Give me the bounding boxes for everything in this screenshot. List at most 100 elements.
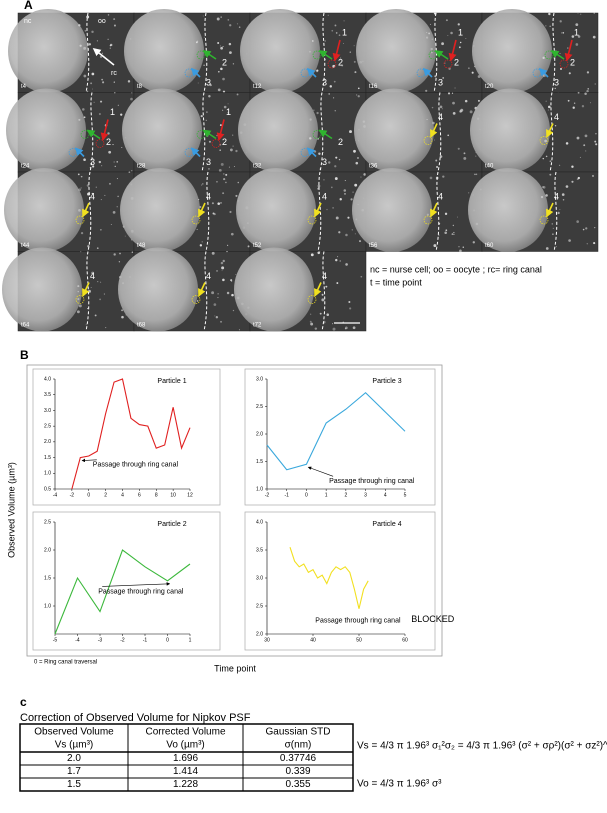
arrow: [430, 123, 438, 138]
speckle: [337, 256, 339, 258]
speckle: [223, 177, 226, 181]
chart-title: Particle 4: [372, 521, 401, 528]
speckle: [454, 87, 456, 89]
speckle: [447, 92, 451, 95]
nurse-cell: [234, 247, 314, 332]
speckle: [78, 118, 81, 121]
speckle: [216, 134, 218, 137]
arrow: [332, 39, 341, 62]
speckle: [566, 47, 569, 49]
speckle: [465, 38, 467, 39]
speckle: [107, 14, 110, 16]
speckle: [78, 24, 81, 27]
speckle: [113, 24, 116, 27]
speckle: [434, 139, 436, 141]
speckle: [429, 23, 432, 25]
arrow: [86, 129, 101, 140]
micrograph: t24 1 2 3: [6, 88, 135, 173]
particle-circle: [196, 50, 206, 60]
annotation-arrow: [307, 466, 334, 477]
speckle: [549, 173, 552, 176]
speckle: [313, 109, 315, 111]
arrow: [318, 129, 333, 140]
speckle: [330, 186, 333, 189]
speckle: [567, 99, 570, 102]
y-tick-label: 2.5: [256, 603, 263, 609]
speckle: [572, 106, 575, 109]
membrane: [321, 12, 326, 93]
speckle: [121, 315, 124, 319]
speckle: [457, 147, 460, 150]
arrow: [190, 67, 201, 78]
nurse-cell: [468, 168, 548, 252]
y-axis-label: Observed Volume (µm³): [6, 462, 16, 558]
speckle: [332, 64, 336, 68]
membrane: [85, 251, 90, 332]
speckle: [99, 298, 101, 301]
time-label: t32: [253, 164, 262, 170]
speckle: [568, 239, 571, 242]
micrograph: t72 4: [234, 247, 367, 332]
arrow: [430, 202, 438, 218]
micrograph: t36 4: [354, 88, 483, 173]
speckle: [121, 147, 123, 149]
speckle: [215, 316, 219, 319]
speckle: [221, 266, 225, 270]
y-tick-label: 2.0: [44, 547, 51, 553]
table-cell: 1.7: [67, 766, 81, 777]
speckle: [217, 88, 221, 92]
arrow: [422, 67, 433, 78]
particle-circle: [307, 295, 317, 304]
table-header: Vs (µm³): [55, 740, 94, 751]
nurse-cell: [354, 88, 434, 173]
arrow-label: 2: [454, 57, 459, 67]
speckle: [559, 67, 563, 70]
speckle: [103, 293, 105, 295]
legend-text: nc = nurse cell; oo = oocyte ; rc= ring …: [370, 264, 542, 274]
speckle: [120, 113, 123, 116]
speckle: [205, 119, 207, 121]
speckle: [559, 53, 561, 55]
speckle: [353, 149, 356, 153]
arrow: [546, 123, 554, 138]
speckle: [128, 171, 131, 174]
speckle: [464, 99, 468, 103]
panel-b-frame: [26, 364, 443, 657]
table-cell: 1.696: [173, 753, 198, 764]
speckle: [334, 177, 338, 180]
time-label: t68: [137, 323, 146, 329]
speckle: [540, 195, 544, 199]
speckle: [547, 109, 549, 111]
speckle: [213, 303, 217, 306]
annotation-arrow: [81, 458, 97, 463]
speckle: [451, 92, 454, 94]
chart-title: Particle 1: [157, 378, 186, 385]
x-tick-label: 0: [87, 492, 90, 498]
speckle: [117, 104, 119, 106]
speckle: [548, 12, 551, 16]
speckle: [326, 208, 328, 211]
speckle: [101, 78, 104, 81]
arrow: [198, 282, 206, 297]
speckle: [435, 159, 438, 162]
speckle: [460, 108, 464, 112]
speckle: [118, 261, 121, 263]
speckle: [83, 158, 86, 161]
speckle: [237, 181, 240, 184]
membrane: [319, 92, 324, 173]
speckle: [309, 50, 311, 53]
speckle: [223, 105, 227, 109]
particle-circle: [559, 59, 569, 69]
arrow-label: 3: [438, 77, 443, 87]
speckle: [105, 327, 107, 329]
table-header: Vo (µm³): [166, 740, 205, 751]
annotation: Passage through ring canal: [329, 478, 415, 485]
particle-circle: [95, 139, 105, 148]
particle-circle: [416, 68, 426, 78]
table-cell: 1.228: [173, 779, 198, 790]
speckle: [109, 47, 111, 49]
speckle: [313, 150, 317, 153]
nurse-cell: [240, 9, 320, 93]
speckle: [552, 227, 554, 229]
